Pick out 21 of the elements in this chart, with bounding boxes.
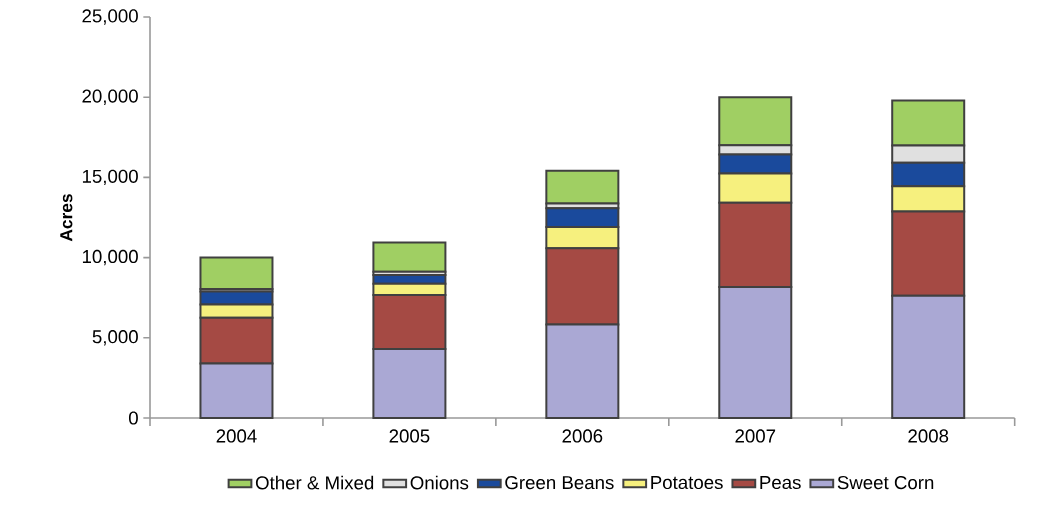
x-tick-label: 2005 [389,429,430,443]
legend-label: Green Beans [505,475,614,490]
y-tick-label: 5,000 [92,330,138,346]
y-tick-label: 25,000 [82,9,138,25]
y-tick-label: 15,000 [82,169,138,186]
legend-label: Potatoes [651,476,723,490]
y-tick-label: 10,000 [82,249,138,266]
bar [372,241,447,273]
x-tick-label: 2007 [735,429,776,443]
x-tick-label: 2004 [216,429,257,443]
legend-label: Other & Mixed [255,475,374,490]
x-tick-label: 2006 [562,429,603,443]
y-tick-label: 0 [128,411,138,425]
y-tick-label: 20,000 [82,89,138,105]
legend-label: Onions [410,475,469,490]
y-axis-title: Acres [60,194,73,242]
legend-label: Peas [760,476,801,490]
bar [545,169,620,205]
legend-label: Sweet Corn [837,475,934,490]
bar [199,256,274,290]
x-tick-label: 2008 [908,429,949,443]
